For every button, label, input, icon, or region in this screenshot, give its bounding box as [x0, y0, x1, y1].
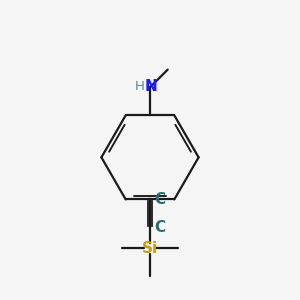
- Text: H: H: [135, 80, 145, 93]
- Text: C: C: [155, 220, 166, 235]
- Text: Si: Si: [142, 241, 158, 256]
- Text: N: N: [145, 79, 157, 94]
- Text: C: C: [155, 192, 166, 207]
